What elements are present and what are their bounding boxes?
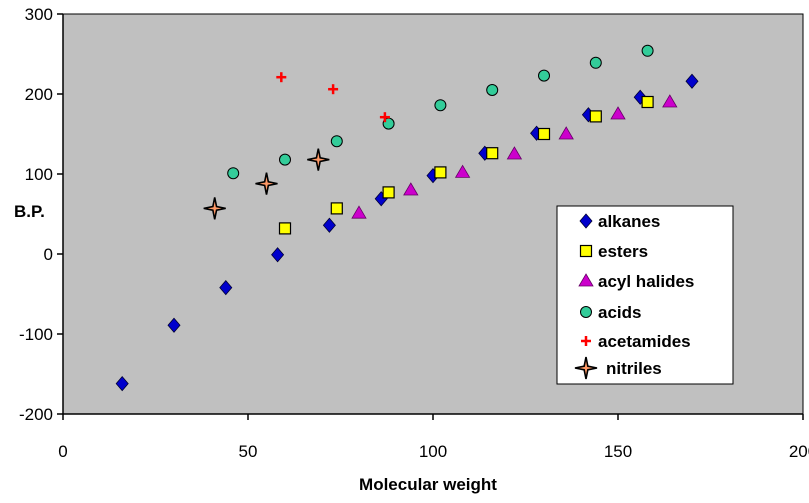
y-tick-label: -200	[19, 405, 53, 424]
alkanes-point	[685, 73, 699, 89]
acyl-halides-point	[351, 205, 367, 219]
series-acetamides	[276, 72, 390, 123]
esters-point	[330, 202, 343, 215]
y-axis-title: B.P.	[14, 202, 45, 221]
esters-point	[382, 186, 395, 199]
y-tick-label: 200	[25, 85, 53, 104]
legend-item-alkanes: alkanes	[579, 212, 660, 231]
legend-marker-alkanes	[579, 213, 593, 229]
legend: alkanes esters acyl halides acids acetamides…	[556, 205, 734, 385]
acyl-halides-point	[454, 164, 471, 178]
esters-point	[589, 110, 602, 123]
data-points	[115, 44, 699, 392]
legend-marker-acyl-halides	[578, 273, 594, 287]
legend-label: acetamides	[598, 332, 691, 351]
acyl-halides-point	[662, 94, 678, 108]
nitriles-point	[255, 172, 278, 195]
series-nitriles	[203, 148, 330, 220]
series-alkanes	[115, 73, 699, 392]
esters-point	[278, 222, 292, 235]
acids-point	[434, 99, 447, 112]
acyl-halides-point	[506, 146, 523, 160]
alkanes-point	[322, 217, 336, 233]
nitriles-point	[203, 197, 226, 220]
legend-item-acetamides: acetamides	[581, 332, 691, 351]
esters-point	[434, 166, 447, 179]
x-tick-label: 150	[604, 442, 632, 461]
esters-point	[537, 127, 551, 141]
legend-marker-nitriles	[574, 356, 598, 380]
x-tick-label: 100	[419, 442, 447, 461]
y-tick-label: 0	[44, 245, 53, 264]
legend-marker-acetamides	[581, 336, 591, 346]
alkanes-point	[167, 317, 181, 333]
legend-marker-esters	[579, 244, 593, 258]
nitriles-point	[307, 148, 330, 171]
y-tick-label: 300	[25, 5, 53, 24]
legend-item-acyl-halides: acyl halides	[578, 272, 694, 291]
alkanes-point	[115, 375, 129, 392]
axes	[57, 13, 804, 420]
x-axis-tick-labels: 0 50 100 150 200	[58, 442, 809, 461]
x-tick-label: 50	[239, 442, 258, 461]
acyl-halides-point	[403, 182, 419, 196]
legend-item-esters: esters	[579, 242, 648, 261]
acids-point	[227, 167, 240, 180]
legend-label: alkanes	[598, 212, 660, 231]
acids-point	[641, 44, 654, 57]
legend-label: esters	[598, 242, 648, 261]
y-axis-tick-labels: -200 -100 0 100 200 300	[19, 5, 53, 424]
legend-item-acids: acids	[580, 303, 641, 322]
acids-point	[589, 56, 602, 69]
legend-label: nitriles	[606, 359, 662, 378]
x-tick-label: 0	[58, 442, 67, 461]
legend-label: acyl halides	[598, 272, 694, 291]
y-tick-label: 100	[25, 165, 53, 184]
y-tick-label: -100	[19, 325, 53, 344]
x-axis-title: Molecular weight	[359, 475, 497, 494]
legend-marker-acids	[580, 306, 592, 318]
legend-label: acids	[598, 303, 641, 322]
x-tick-label: 200	[789, 442, 809, 461]
esters-point	[486, 147, 499, 160]
alkanes-point	[271, 247, 285, 263]
alkanes-point	[219, 279, 233, 296]
acids-point	[330, 135, 343, 148]
series-esters	[278, 95, 654, 235]
acids-point	[538, 69, 550, 82]
acids-point	[279, 153, 291, 166]
esters-point	[641, 95, 654, 109]
acyl-halides-point	[558, 126, 574, 140]
series-acyl-halides	[351, 94, 678, 219]
acyl-halides-point	[610, 106, 626, 120]
acetamides-point	[379, 112, 390, 123]
acetamides-point	[276, 72, 287, 83]
acids-point	[486, 84, 499, 96]
legend-item-nitriles: nitriles	[574, 356, 662, 380]
legend-box	[556, 205, 734, 385]
acetamides-point	[328, 84, 339, 95]
